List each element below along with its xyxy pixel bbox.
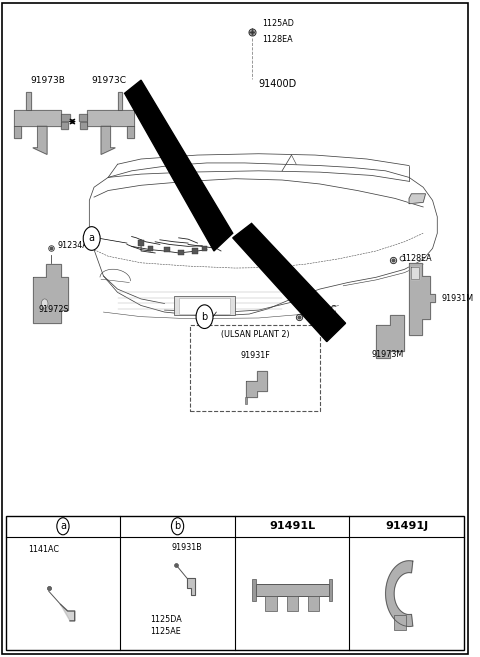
Text: b: b [202,311,208,322]
Polygon shape [376,315,404,358]
Circle shape [57,518,69,535]
Polygon shape [411,267,420,279]
Polygon shape [87,110,134,126]
Text: 1128EA: 1128EA [262,35,292,44]
Text: 1128EA: 1128EA [401,254,432,263]
Bar [287,597,298,611]
Bar [192,248,198,254]
Text: b: b [174,521,180,532]
Polygon shape [246,371,267,397]
Polygon shape [33,264,68,323]
Bar [394,615,406,629]
Bar [245,397,247,404]
Circle shape [83,227,100,250]
Text: a: a [89,233,95,244]
Polygon shape [409,263,435,335]
Polygon shape [125,80,233,251]
Polygon shape [187,578,195,595]
Bar [179,298,230,314]
Text: 91491L: 91491L [269,521,315,532]
Polygon shape [80,122,87,129]
Text: (ULSAN PLANT 2): (ULSAN PLANT 2) [221,330,289,340]
Text: 91400D: 91400D [259,79,297,89]
Text: 1327AC: 1327AC [306,305,337,314]
Polygon shape [233,223,346,342]
Bar [252,579,256,602]
Polygon shape [101,126,115,154]
Text: 91973C: 91973C [92,76,127,85]
Bar [164,247,170,252]
Bar [265,597,276,611]
Polygon shape [409,194,426,204]
Polygon shape [385,561,413,626]
Text: 91931B: 91931B [171,543,203,553]
Bar [256,585,329,597]
Polygon shape [79,114,87,121]
Polygon shape [61,122,68,129]
Bar [148,246,153,251]
Text: 91972S: 91972S [39,305,70,314]
Polygon shape [61,114,70,121]
Text: 1125AE: 1125AE [150,627,181,636]
Bar [174,296,235,315]
Text: 1125AD: 1125AD [262,19,294,28]
Text: 1125DA: 1125DA [150,615,181,624]
Bar [191,325,320,411]
Bar [202,246,207,251]
Polygon shape [127,126,134,138]
Polygon shape [14,126,21,138]
Text: 91491J: 91491J [385,521,428,532]
Polygon shape [118,92,122,110]
Text: 1141AC: 1141AC [29,545,60,554]
Polygon shape [14,110,61,126]
Circle shape [196,305,213,328]
Bar [178,250,184,255]
Polygon shape [26,92,31,110]
Text: 91931M: 91931M [442,294,474,304]
Text: 91973M: 91973M [372,350,404,359]
Bar [329,579,332,602]
Text: a: a [60,521,66,532]
Polygon shape [33,126,47,154]
Text: 91973B: 91973B [31,76,65,85]
Bar [138,240,144,246]
Circle shape [41,299,48,308]
Bar [308,597,319,611]
Bar [6,516,464,650]
Text: 91931F: 91931F [240,351,270,361]
Circle shape [171,518,184,535]
Polygon shape [60,604,75,621]
Text: 91234A: 91234A [58,241,89,250]
